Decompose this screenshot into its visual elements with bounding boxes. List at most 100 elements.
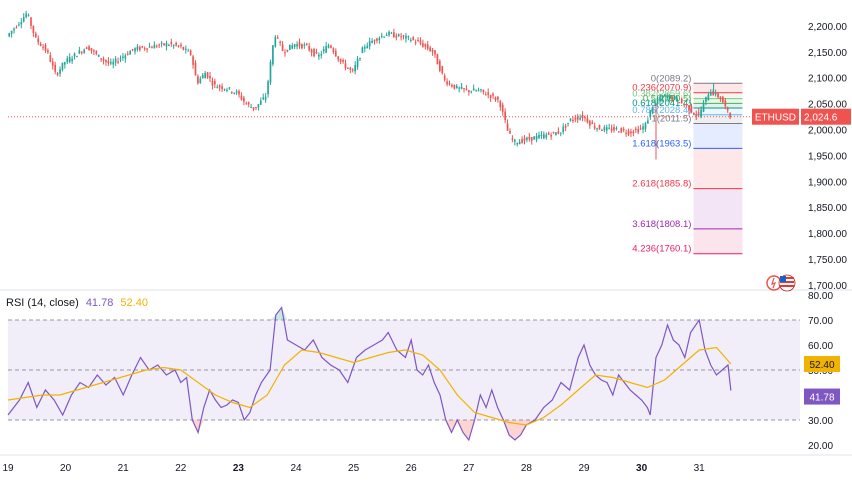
rsi-indicator-name: RSI (14, close) — [6, 297, 79, 309]
candle-body — [412, 37, 415, 40]
candle-body — [247, 102, 250, 105]
candle-body — [477, 89, 480, 91]
candle-body — [564, 125, 567, 128]
candle-body — [692, 112, 695, 115]
candle-body — [562, 126, 565, 133]
candle-body — [264, 96, 267, 100]
price-axis-tick: 2,200.00 — [808, 22, 847, 33]
candle-body — [680, 98, 683, 103]
candle-body — [405, 35, 407, 39]
candle-body — [499, 100, 502, 108]
candle-body — [414, 42, 417, 44]
candle-body — [363, 47, 366, 49]
candle-body — [286, 49, 289, 52]
candle-body — [487, 92, 490, 95]
candle-body — [117, 61, 119, 63]
candle-body — [354, 64, 357, 72]
candle-body — [634, 128, 637, 130]
candle-body — [325, 46, 327, 53]
price-axis-tick: 1,700.00 — [808, 281, 847, 292]
candle-body — [197, 76, 199, 84]
candle-body — [584, 117, 586, 119]
rsi-axis-tick: 80.00 — [808, 291, 833, 302]
candle-body — [119, 58, 122, 60]
candle-body — [451, 84, 453, 87]
candle-body — [378, 38, 381, 41]
candle-body — [470, 91, 473, 93]
price-axis-tick: 2,050.00 — [808, 100, 847, 111]
candle-body — [288, 44, 291, 51]
candle-body — [603, 127, 606, 131]
candle-body — [42, 46, 44, 48]
candle-body — [722, 96, 724, 103]
candle-body — [441, 66, 444, 74]
candle-body — [71, 58, 73, 62]
candle-body — [388, 31, 390, 36]
candle-body — [475, 90, 477, 92]
candle-body — [492, 93, 494, 96]
candle-body — [216, 87, 219, 89]
candle-body — [78, 50, 81, 54]
candle-body — [424, 43, 427, 47]
candle-body — [380, 35, 383, 37]
candle-body — [313, 49, 315, 57]
candle-body — [233, 92, 236, 94]
candle-body — [180, 44, 182, 47]
candle-body — [228, 87, 231, 89]
candle-body — [192, 56, 194, 65]
candle-body — [122, 56, 124, 58]
candle-body — [709, 92, 712, 96]
candle-body — [576, 117, 579, 120]
candle-body — [506, 123, 509, 131]
candle-body — [555, 132, 557, 136]
candle-body — [153, 44, 156, 49]
candle-body — [163, 43, 165, 46]
time-axis-tick: 27 — [463, 463, 475, 474]
candle-body — [685, 104, 688, 106]
candle-body — [683, 104, 686, 106]
candle-body — [291, 45, 294, 49]
candle-body — [625, 132, 627, 134]
time-axis-tick: 30 — [636, 463, 648, 474]
candle-body — [296, 44, 298, 47]
candle-body — [138, 46, 141, 50]
candle-body — [204, 72, 207, 79]
candle-body — [47, 50, 49, 53]
candle-body — [308, 46, 311, 51]
candle-body — [417, 39, 419, 42]
candle-body — [632, 131, 635, 134]
candle-body — [201, 74, 204, 79]
rsi-oversold-fill — [8, 420, 731, 440]
candle-body — [68, 57, 71, 63]
time-axis-tick: 25 — [348, 463, 360, 474]
candle-body — [134, 48, 136, 52]
candle-body — [243, 97, 245, 102]
candle-body — [322, 49, 325, 52]
candle-body — [230, 91, 233, 93]
candle-body — [610, 128, 613, 131]
candle-body — [431, 49, 434, 52]
time-axis-tick: 29 — [578, 463, 590, 474]
candle-body — [15, 27, 18, 29]
candle-body — [93, 50, 95, 52]
candle-body — [385, 35, 388, 37]
time-axis-tick: 21 — [118, 463, 130, 474]
candle-body — [34, 33, 37, 38]
candle-body — [56, 73, 59, 75]
candle-body — [605, 127, 608, 131]
candle-body — [177, 45, 180, 47]
current-price-label: 2,024.6 — [804, 113, 838, 124]
candle-body — [438, 61, 441, 72]
candle-body — [64, 62, 66, 65]
candle-body — [22, 17, 25, 22]
fib-level-label: 3.618(1808.1) — [632, 219, 691, 230]
rsi-axis-tick: 60.00 — [808, 341, 833, 352]
candle-body — [327, 45, 330, 48]
candle-body — [129, 51, 132, 55]
candle-body — [32, 25, 35, 34]
candle-body — [347, 67, 349, 69]
candle-body — [366, 45, 369, 49]
candle-body — [279, 41, 282, 43]
fib-zone — [693, 108, 743, 115]
